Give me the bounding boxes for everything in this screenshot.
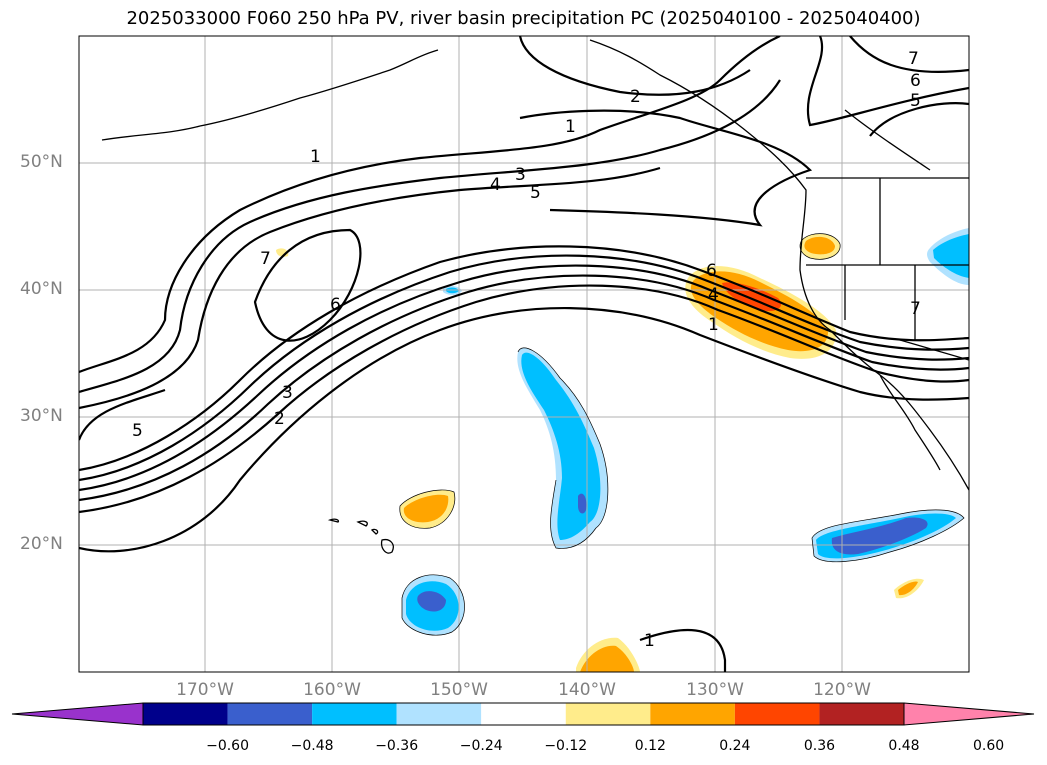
- contour-label: 5: [910, 91, 921, 111]
- colorbar-tick-label: −0.36: [375, 738, 419, 754]
- contour-label: 2: [630, 87, 641, 107]
- lat-label: 40°N: [20, 279, 63, 299]
- coastlines: [101, 39, 969, 554]
- contour-label: 1: [565, 117, 576, 137]
- colorbar-tick-label: 0.12: [634, 738, 666, 754]
- colorbar-tick-label: −0.24: [459, 738, 503, 754]
- basin-outlines: [399, 233, 965, 636]
- lat-label: 30°N: [20, 406, 63, 426]
- colorbar-segment: [312, 703, 397, 725]
- contour-label: 6: [330, 295, 341, 315]
- colorbar-segment: [481, 703, 566, 725]
- lon-label: 140°W: [558, 680, 616, 700]
- contour-label: 4: [490, 175, 501, 195]
- contour-label: 6: [706, 261, 717, 281]
- contour-labels: 1 1 2 3 4 5 5 6 7 3 2 6 4 1 7 6 5 7 1: [132, 49, 921, 651]
- contour-label: 7: [260, 249, 271, 269]
- contour-label: 5: [132, 421, 143, 441]
- colorbar-extend-low: [11, 702, 144, 726]
- contour-label: 1: [310, 147, 321, 167]
- contour-label: 1: [708, 315, 719, 335]
- lon-label: 170°W: [176, 680, 234, 700]
- lon-label: 160°W: [303, 680, 361, 700]
- colorbar-tick-label: −0.48: [290, 738, 334, 754]
- colorbar-extend-high: [903, 702, 1035, 726]
- lat-label: 20°N: [20, 534, 63, 554]
- contour-label: 1: [644, 631, 655, 651]
- contour-label: 3: [515, 165, 526, 185]
- colorbar-tick-label: 0.60: [972, 738, 1005, 754]
- contour-label: 6: [910, 71, 921, 91]
- colorbar-tick-label: 0.36: [803, 738, 836, 754]
- lon-label: 150°W: [430, 680, 488, 700]
- colorbar-tick-label: 0.24: [719, 738, 751, 754]
- contour-label: 2: [274, 409, 285, 429]
- map-area: 1 1 2 3 4 5 5 6 7 3 2 6 4 1 7 6 5 7 1: [79, 36, 969, 672]
- lon-label: 120°W: [813, 680, 871, 700]
- colorbar-tick-label: −0.12: [544, 738, 588, 754]
- colorbar-segment: [396, 703, 482, 725]
- precip-shading: [276, 228, 969, 672]
- colorbar-tick-label: −0.60: [206, 738, 249, 754]
- contour-label: 7: [908, 49, 919, 69]
- colorbar-segment: [565, 703, 651, 725]
- lon-label: 130°W: [686, 680, 744, 700]
- pv-contours: [79, 36, 969, 672]
- colorbar-segment: [734, 703, 820, 725]
- map-title: 2025033000 F060 250 hPa PV, river basin …: [126, 8, 921, 29]
- lat-label: 50°N: [20, 152, 63, 172]
- map-frame: [78, 35, 970, 673]
- contour-label: 3: [282, 383, 293, 403]
- colorbar-segment: [650, 703, 735, 725]
- colorbar-tick-label: 0.48: [888, 738, 920, 754]
- contour-label: 5: [530, 183, 541, 203]
- contour-label: 7: [910, 299, 921, 319]
- colorbar-segment: [227, 703, 313, 725]
- colorbar-segment: [143, 703, 228, 725]
- colorbar-segment: [819, 703, 904, 725]
- colorbar: [11, 702, 1035, 726]
- contour-label: 4: [708, 285, 719, 305]
- colorbar-frame: [142, 702, 905, 726]
